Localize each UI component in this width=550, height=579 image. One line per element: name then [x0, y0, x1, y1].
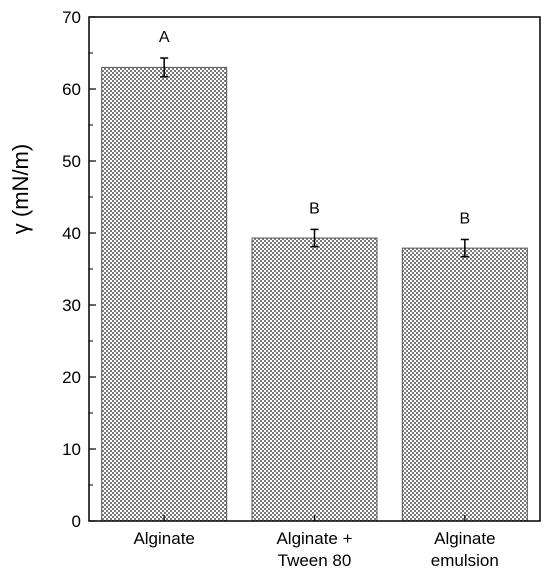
significance-label: B — [459, 210, 470, 227]
significance-label: A — [159, 29, 170, 46]
y-tick-label: 0 — [72, 512, 81, 531]
y-tick-label: 70 — [62, 8, 81, 27]
y-tick-label: 20 — [62, 368, 81, 387]
y-tick-label: 40 — [62, 224, 81, 243]
bar — [251, 237, 378, 522]
x-tick-label: Alginate — [434, 529, 495, 548]
y-ticks-layer: 0 10 20 30 40 50 60 70 — [62, 8, 96, 531]
y-axis-title: γ (mN/m) — [8, 144, 33, 234]
y-tick-label: 10 — [62, 440, 81, 459]
x-tick-label: Tween 80 — [278, 551, 352, 570]
bar — [401, 247, 528, 522]
x-tick-label: emulsion — [431, 551, 499, 570]
y-tick-label: 30 — [62, 296, 81, 315]
x-labels-layer: Alginate Alginate + Tween 80 Alginate emulsi… — [133, 529, 498, 570]
significance-label: B — [309, 200, 320, 217]
error-bars-layer — [160, 57, 469, 258]
x-tick-label: Alginate — [133, 529, 194, 548]
bar — [101, 66, 228, 522]
y-tick-label: 50 — [62, 152, 81, 171]
y-tick-label: 60 — [62, 80, 81, 99]
x-tick-label: Alginate + — [276, 529, 352, 548]
significance-labels-layer: A B B — [159, 29, 470, 227]
bars-layer — [101, 66, 528, 522]
